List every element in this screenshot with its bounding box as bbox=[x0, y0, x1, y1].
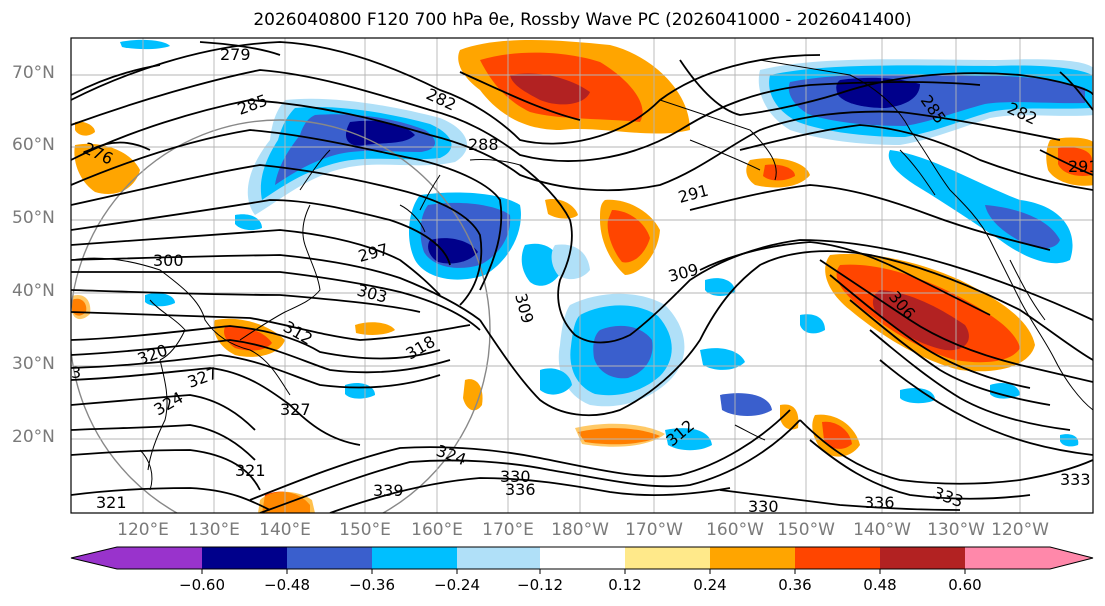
svg-text:321: 321 bbox=[235, 461, 266, 480]
colorbar-segment bbox=[710, 547, 795, 569]
svg-text:339: 339 bbox=[373, 481, 404, 500]
map-title: 2026040800 F120 700 hPa θe, Rossby Wave … bbox=[253, 10, 912, 30]
map-frame bbox=[70, 37, 1094, 514]
lon-label-170e: 170°E bbox=[482, 520, 534, 540]
svg-text:291: 291 bbox=[1068, 157, 1099, 176]
colorbar-tick-label: 0.12 bbox=[608, 576, 642, 594]
lat-label-50n: 50°N bbox=[12, 208, 55, 228]
lon-label-180w: 180°W bbox=[551, 520, 609, 540]
colorbar-tick-label: −0.12 bbox=[517, 576, 563, 594]
svg-text:321: 321 bbox=[96, 493, 127, 512]
colorbar-segment bbox=[372, 547, 457, 569]
lon-label-130e: 130°E bbox=[188, 520, 240, 540]
colorbar bbox=[70, 546, 1094, 574]
contour-labels: 279 285 282 276 288 291 300 297 303 309 … bbox=[71, 45, 1099, 516]
lon-label-140e: 140°E bbox=[259, 520, 311, 540]
colorbar-tick-label: −0.36 bbox=[349, 576, 395, 594]
lon-label-170w: 170°W bbox=[625, 520, 683, 540]
colorbar-tick-label: −0.60 bbox=[179, 576, 225, 594]
lon-label-160w: 160°W bbox=[706, 520, 764, 540]
lon-label-120w: 120°W bbox=[991, 520, 1049, 540]
lat-label-20n: 20°N bbox=[12, 427, 55, 447]
svg-text:333: 333 bbox=[1060, 470, 1091, 489]
lon-label-120e: 120°E bbox=[117, 520, 169, 540]
lon-label-150e: 150°E bbox=[339, 520, 391, 540]
lat-label-60n: 60°N bbox=[12, 135, 55, 155]
svg-text:330: 330 bbox=[500, 467, 531, 486]
colorbar-tick-label: 0.24 bbox=[693, 576, 727, 594]
colorbar-tick-label: 0.60 bbox=[948, 576, 982, 594]
colorbar-tick-label: 0.48 bbox=[863, 576, 897, 594]
colorbar-segment bbox=[965, 547, 1050, 569]
colorbar-segment bbox=[540, 547, 625, 569]
colorbar-tick-label: 0.36 bbox=[778, 576, 812, 594]
lon-label-160e: 160°E bbox=[411, 520, 463, 540]
svg-text:288: 288 bbox=[468, 135, 499, 154]
colorbar-segment bbox=[287, 547, 372, 569]
theta-e-contours bbox=[71, 41, 1093, 513]
svg-text:3: 3 bbox=[71, 363, 81, 382]
lon-label-140w: 140°W bbox=[853, 520, 911, 540]
colorbar-segment bbox=[457, 547, 540, 569]
svg-text:336: 336 bbox=[505, 480, 536, 499]
lon-label-130w: 130°W bbox=[927, 520, 985, 540]
colorbar-segment bbox=[795, 547, 880, 569]
reference-circle bbox=[71, 119, 491, 513]
lat-label-40n: 40°N bbox=[12, 281, 55, 301]
lon-label-150w: 150°W bbox=[777, 520, 835, 540]
svg-text:330: 330 bbox=[748, 497, 779, 516]
svg-text:327: 327 bbox=[280, 400, 311, 419]
colorbar-tick-label: −0.48 bbox=[264, 576, 310, 594]
svg-text:279: 279 bbox=[220, 45, 251, 64]
svg-text:336: 336 bbox=[864, 493, 895, 512]
colorbar-segment bbox=[71, 547, 117, 569]
colorbar-segment bbox=[625, 547, 710, 569]
lat-label-30n: 30°N bbox=[12, 354, 55, 374]
svg-text:300: 300 bbox=[153, 251, 184, 270]
map-plot-area: 279 285 282 276 288 291 300 297 303 309 … bbox=[71, 38, 1099, 516]
colorbar-segment bbox=[202, 547, 287, 569]
colorbar-segment bbox=[117, 547, 202, 569]
colorbar-tick-label: −0.24 bbox=[434, 576, 480, 594]
colorbar-segment bbox=[880, 547, 965, 569]
lat-label-70n: 70°N bbox=[12, 63, 55, 83]
colorbar-segment bbox=[1050, 547, 1093, 569]
